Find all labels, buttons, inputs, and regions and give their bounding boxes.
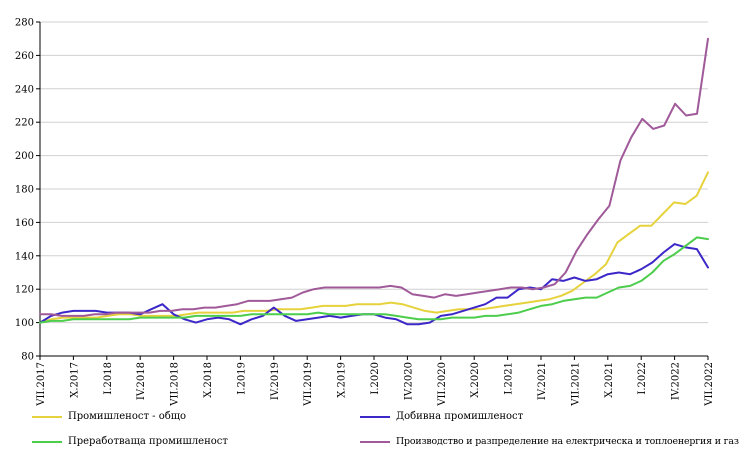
series-line-2: [39, 236, 709, 324]
x-tick-label: VII.2019: [303, 362, 314, 407]
x-tick-label: I.2019: [236, 362, 247, 395]
x-tick-label: X.2019: [337, 362, 348, 398]
y-tick-label: 100: [15, 318, 34, 329]
x-tick-label: IV.2018: [136, 362, 147, 400]
x-tick-label: VII.2020: [437, 362, 448, 407]
legend-item-total: Промишленост - общо: [32, 411, 186, 422]
x-tick-label: VII.2018: [170, 362, 181, 407]
y-tick-label: 240: [15, 84, 34, 95]
x-tick-label: I.2020: [370, 362, 381, 395]
legend-label-energy: Производство и разпределение на електрич…: [396, 436, 739, 447]
y-tick-label: 260: [15, 51, 34, 62]
y-tick-label: 200: [15, 151, 34, 162]
x-tick-label: VII.2021: [570, 362, 581, 407]
legend-label-manufacturing: Преработваща промишленост: [68, 436, 228, 447]
y-tick-label: 160: [15, 218, 34, 229]
legend-item-energy: Производство и разпределение на електрич…: [360, 436, 739, 447]
legend-swatch: [32, 415, 62, 418]
axes: [36, 21, 709, 360]
x-tick-label: IV.2021: [537, 362, 548, 400]
x-tick-label: VII.2022: [704, 362, 715, 407]
legend-label-mining: Добивна промишленост: [396, 411, 524, 422]
x-tick-label: I.2021: [504, 362, 515, 395]
x-tick-label: X.2020: [470, 362, 481, 398]
legend-swatch: [32, 440, 62, 443]
legend-swatch: [360, 440, 390, 443]
legend-label-total: Промишленост - общо: [68, 411, 187, 422]
y-tick-label: 280: [15, 18, 34, 29]
series-line-0: [39, 171, 709, 324]
x-tick-label: IV.2019: [270, 362, 281, 400]
x-tick-label: VII.2017: [36, 362, 47, 407]
y-tick-labels: 80 100 120 140 160 180 200 220 240 260 280: [15, 18, 34, 363]
x-tick-label: I.2018: [103, 362, 114, 395]
series-lines: [39, 37, 709, 326]
x-tick-label: X.2017: [69, 362, 80, 398]
y-tick-label: 180: [15, 185, 34, 196]
x-tick-label: IV.2022: [671, 362, 682, 400]
y-tick-label: 80: [21, 352, 34, 363]
gridlines: [40, 21, 708, 324]
x-tick-label: IV.2020: [403, 362, 414, 400]
x-tick-labels: VII.2017 X.2017 I.2018 IV.2018 VII.2018 X.201…: [36, 362, 715, 407]
y-tick-label: 120: [15, 285, 34, 296]
y-tick-label: 140: [15, 251, 34, 262]
x-tick-label: I.2022: [637, 362, 648, 395]
x-tick-label: X.2018: [203, 362, 214, 398]
x-tick-label: X.2021: [604, 362, 615, 398]
legend-item-mining: Добивна промишленост: [360, 411, 523, 422]
y-tick-label: 220: [15, 118, 34, 129]
series-line-3: [39, 37, 709, 317]
legend-swatch: [360, 415, 390, 418]
legend-item-manufacturing: Преработваща промишленост: [32, 436, 228, 447]
